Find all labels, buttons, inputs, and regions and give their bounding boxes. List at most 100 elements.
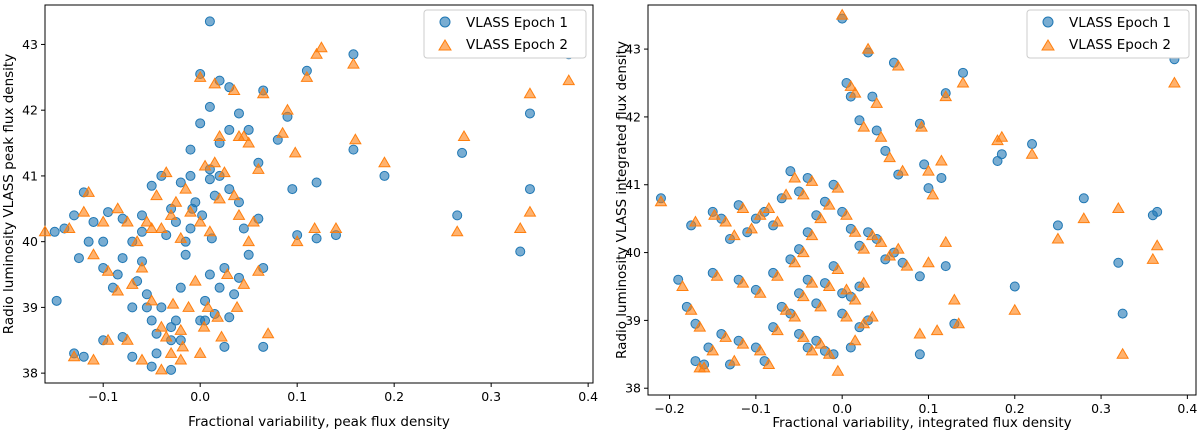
right-legend-marker-epoch2 [1041, 39, 1055, 51]
left-epoch1-point [83, 236, 94, 247]
right-epoch2-point [822, 279, 836, 291]
right-epoch2-point [814, 337, 827, 349]
left-epoch1-point [51, 295, 62, 306]
right-epoch2-point [805, 276, 819, 288]
left-x-tick-label: 0.1 [287, 389, 307, 404]
right-x-tick-label: 0.4 [1177, 401, 1197, 416]
left-epoch2-point [135, 261, 149, 273]
left-epoch2-point [230, 300, 244, 312]
right-epoch2-point [857, 317, 871, 329]
right-x-tick-label: −0.1 [741, 401, 771, 416]
right-epoch2-point [1146, 252, 1160, 264]
left-epoch2-point [174, 323, 188, 335]
right-epoch2-point [926, 188, 940, 200]
right-epoch2-point [1025, 147, 1039, 159]
left-ticks: −0.1 0.0 0.1 0.2 0.3 0.4 38 39 40 41 42 43 [22, 37, 598, 404]
left-epoch2-point [111, 284, 125, 296]
right-plot-frame [647, 4, 1197, 396]
left-epoch1-point [151, 348, 162, 359]
left-y-axis-label: Radio luminosity VLASS peak flux density [1, 54, 17, 334]
right-legend-box [1026, 9, 1190, 59]
right-epoch1-point [854, 115, 865, 126]
left-epoch2-point [247, 215, 260, 227]
left-epoch1-point [379, 170, 390, 181]
left-epoch2-point [261, 327, 275, 339]
left-epoch2-point [315, 41, 328, 53]
right-epoch1-point [1027, 139, 1038, 150]
left-epoch2-point [237, 277, 251, 289]
left-epoch2-point [174, 353, 188, 365]
right-y-tick-label: 39 [625, 313, 641, 328]
right-x-tick-label: −0.2 [654, 401, 684, 416]
right-epoch2-point [805, 344, 819, 356]
right-legend-marker-epoch1 [1042, 16, 1054, 28]
right-epoch2-point [861, 42, 875, 54]
left-legend-marker-epoch2 [438, 39, 452, 51]
left-epoch1-point [166, 322, 177, 333]
left-epoch1-point [175, 282, 186, 293]
left-epoch1-point [524, 108, 535, 119]
left-epoch1-point [224, 124, 235, 135]
left-epoch1-point [233, 272, 244, 283]
left-epoch2-point [121, 215, 134, 227]
left-epoch1-point [204, 101, 215, 112]
right-epoch2-point [814, 300, 827, 312]
right-epoch2-point [796, 290, 810, 302]
left-epoch2-point [457, 129, 471, 141]
right-ticks: −0.2 −0.1 0.0 0.1 0.2 0.3 0.4 38 39 40 41 42 43 [625, 42, 1197, 416]
left-legend-marker-epoch1 [439, 16, 451, 28]
right-legend-label-epoch2: VLASS Epoch 2 [1069, 37, 1171, 53]
right-epoch2-point [848, 86, 862, 98]
left-epoch1-point [204, 269, 215, 280]
right-epoch2-point [935, 154, 948, 166]
left-epoch2-point [140, 215, 154, 227]
right-y-axis-label: Radio luminosity VLASS integrated flux d… [614, 41, 630, 359]
left-epoch1-point [243, 249, 254, 260]
right-epoch2-point [956, 76, 970, 88]
left-epoch2-point [145, 294, 159, 306]
left-epoch2-point [130, 235, 144, 247]
right-y-tick-label: 42 [625, 109, 641, 124]
right-epoch2-point [866, 229, 879, 241]
right-epoch2-point [844, 79, 858, 91]
left-epoch1-point [311, 177, 322, 188]
right-epoch2-point [848, 293, 862, 305]
left-epoch1-point [170, 315, 181, 326]
left-epoch1-point [69, 210, 80, 221]
right-epoch2-point [706, 344, 720, 356]
left-epoch2-point [213, 129, 226, 141]
left-epoch2-point [121, 333, 134, 345]
left-epoch1-point [127, 302, 138, 313]
left-epoch2-point [513, 222, 527, 234]
right-epoch2-point [689, 215, 702, 227]
left-epoch2-point [174, 231, 188, 243]
right-epoch2-point [727, 354, 741, 366]
left-epoch2-point [159, 330, 173, 342]
right-epoch2-point [913, 327, 927, 339]
right-epoch2-point [891, 242, 905, 254]
left-epoch2-point [523, 87, 537, 99]
right-chart-panel: −0.2 −0.1 0.0 0.1 0.2 0.3 0.4 38 39 40 41 42 43 Frac… [614, 4, 1197, 430]
right-epoch2-point [779, 188, 793, 200]
left-epoch2-point [213, 192, 226, 204]
right-epoch1-point [871, 125, 882, 136]
left-epoch2-point [252, 162, 265, 174]
right-epoch2-point [788, 256, 802, 268]
left-epoch1-point [112, 269, 123, 280]
right-y-tick-label: 41 [625, 177, 641, 192]
right-epoch1-point [914, 271, 925, 282]
left-epoch2-point [179, 182, 193, 194]
right-epoch2-point [736, 201, 750, 213]
left-epoch2-point [208, 156, 222, 168]
right-epoch2-point [840, 208, 853, 220]
left-epoch2-point [182, 300, 195, 312]
right-epoch2-point [848, 334, 862, 346]
right-epoch2-point [805, 229, 819, 241]
right-x-tick-label: 0.2 [1005, 401, 1025, 416]
right-epoch1-point [940, 261, 951, 272]
right-epoch2-point [857, 276, 871, 288]
right-epoch2-point [676, 279, 689, 291]
left-epoch2-point [227, 83, 241, 95]
right-epoch2-point [762, 201, 776, 213]
